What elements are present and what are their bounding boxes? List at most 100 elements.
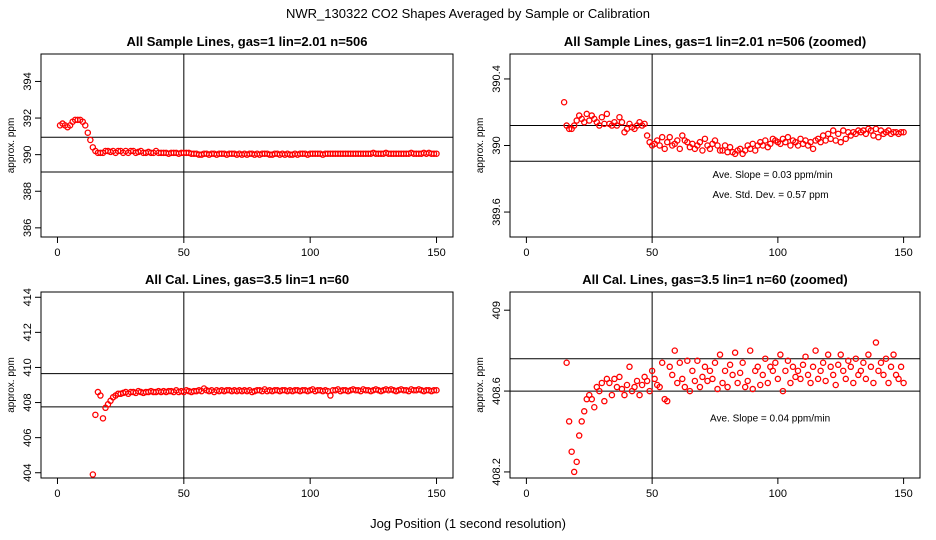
data-point xyxy=(757,381,764,389)
data-point xyxy=(819,359,827,367)
y-tick-label: 386 xyxy=(22,219,34,237)
data-point xyxy=(648,367,656,375)
y-tick-label: 389.6 xyxy=(491,198,503,226)
data-point xyxy=(694,357,701,364)
data-point xyxy=(679,375,686,383)
data-point xyxy=(731,349,739,356)
data-point xyxy=(824,130,832,138)
data-point xyxy=(570,468,578,476)
data-point xyxy=(430,150,438,157)
data-point xyxy=(784,357,792,364)
data-point xyxy=(706,145,714,153)
data-point xyxy=(887,363,895,371)
data-point xyxy=(608,391,616,399)
data-point xyxy=(696,138,704,146)
data-point xyxy=(598,113,606,121)
data-point xyxy=(84,129,92,136)
plot-frame xyxy=(40,53,454,238)
data-point xyxy=(674,379,681,387)
y-tick-label: 404 xyxy=(22,464,34,482)
data-point xyxy=(679,132,686,139)
data-point xyxy=(580,408,588,415)
data-point xyxy=(837,138,844,146)
data-point xyxy=(663,138,671,146)
x-tick-label: 50 xyxy=(178,247,190,259)
y-tick-label: 390.4 xyxy=(491,65,503,93)
data-point xyxy=(829,127,837,134)
data-point xyxy=(880,371,887,379)
data-point xyxy=(699,373,706,381)
data-point xyxy=(802,353,809,360)
data-point xyxy=(636,391,643,399)
data-point xyxy=(895,375,902,383)
x-tick-label: 100 xyxy=(769,247,787,259)
data-point xyxy=(684,357,691,364)
data-point xyxy=(764,379,772,387)
data-point xyxy=(804,371,812,379)
data-point xyxy=(575,432,583,439)
data-point xyxy=(762,137,769,144)
y-tick-label: 408.2 xyxy=(491,458,503,486)
data-point xyxy=(601,397,608,405)
y-tick-label: 388 xyxy=(22,182,34,200)
panel-title: All Cal. Lines, gas=3.5 lin=1 n=60 xyxy=(145,272,349,287)
y-tick-label: 408 xyxy=(22,393,34,411)
data-point xyxy=(633,377,641,385)
data-point xyxy=(734,379,741,387)
data-point xyxy=(653,137,661,144)
data-point xyxy=(606,379,613,387)
data-point xyxy=(651,375,658,383)
chart-panel-3: All Cal. Lines, gas=3.5 lin=1 n=60 approx… xyxy=(6,272,454,500)
x-tick-label: 150 xyxy=(894,488,912,500)
data-point xyxy=(626,363,633,371)
x-tick-label: 100 xyxy=(301,247,319,259)
data-point xyxy=(736,369,744,377)
data-point xyxy=(92,411,99,419)
data-point xyxy=(641,120,648,128)
data-point xyxy=(885,379,892,387)
annotation-label: Ave. Slope = 0.04 ppm/min xyxy=(710,413,830,424)
chart-panel-1: All Sample Lines, gas=1 lin=2.01 n=506 ap… xyxy=(6,34,454,259)
data-point xyxy=(872,339,880,346)
x-tick-label: 50 xyxy=(178,488,190,500)
data-point xyxy=(741,383,749,391)
data-point xyxy=(603,110,611,118)
x-tick-label: 150 xyxy=(427,247,445,259)
data-point xyxy=(570,122,578,129)
data-point xyxy=(827,363,834,371)
data-point xyxy=(676,145,684,153)
annotation-label: Ave. Std. Dev. = 0.57 ppm xyxy=(712,190,828,201)
data-point xyxy=(706,367,714,375)
data-point xyxy=(749,385,756,393)
data-point xyxy=(588,395,596,403)
data-point xyxy=(719,379,726,387)
data-point xyxy=(714,385,721,393)
data-point xyxy=(711,359,719,367)
plot-frame xyxy=(509,291,921,479)
data-point xyxy=(744,377,751,385)
data-point xyxy=(433,387,440,394)
data-point xyxy=(839,367,847,375)
data-point xyxy=(807,379,814,387)
y-tick-label: 408.6 xyxy=(491,377,503,405)
data-point xyxy=(784,133,792,141)
data-point xyxy=(739,359,746,367)
data-point xyxy=(726,143,734,151)
x-tick-label: 50 xyxy=(646,247,658,259)
data-point xyxy=(877,359,885,367)
data-point xyxy=(699,147,706,154)
data-point xyxy=(714,142,721,149)
data-point xyxy=(834,130,842,138)
data-point xyxy=(663,397,671,405)
data-point xyxy=(767,140,774,148)
data-point xyxy=(852,355,860,362)
y-axis-label: approx. ppm xyxy=(475,118,486,174)
data-point xyxy=(89,471,97,478)
data-point xyxy=(779,387,787,395)
data-point xyxy=(847,363,855,371)
data-point xyxy=(709,375,716,383)
data-point xyxy=(97,392,104,399)
data-point xyxy=(751,147,759,154)
data-point xyxy=(842,135,850,143)
x-tick-label: 100 xyxy=(301,488,319,500)
